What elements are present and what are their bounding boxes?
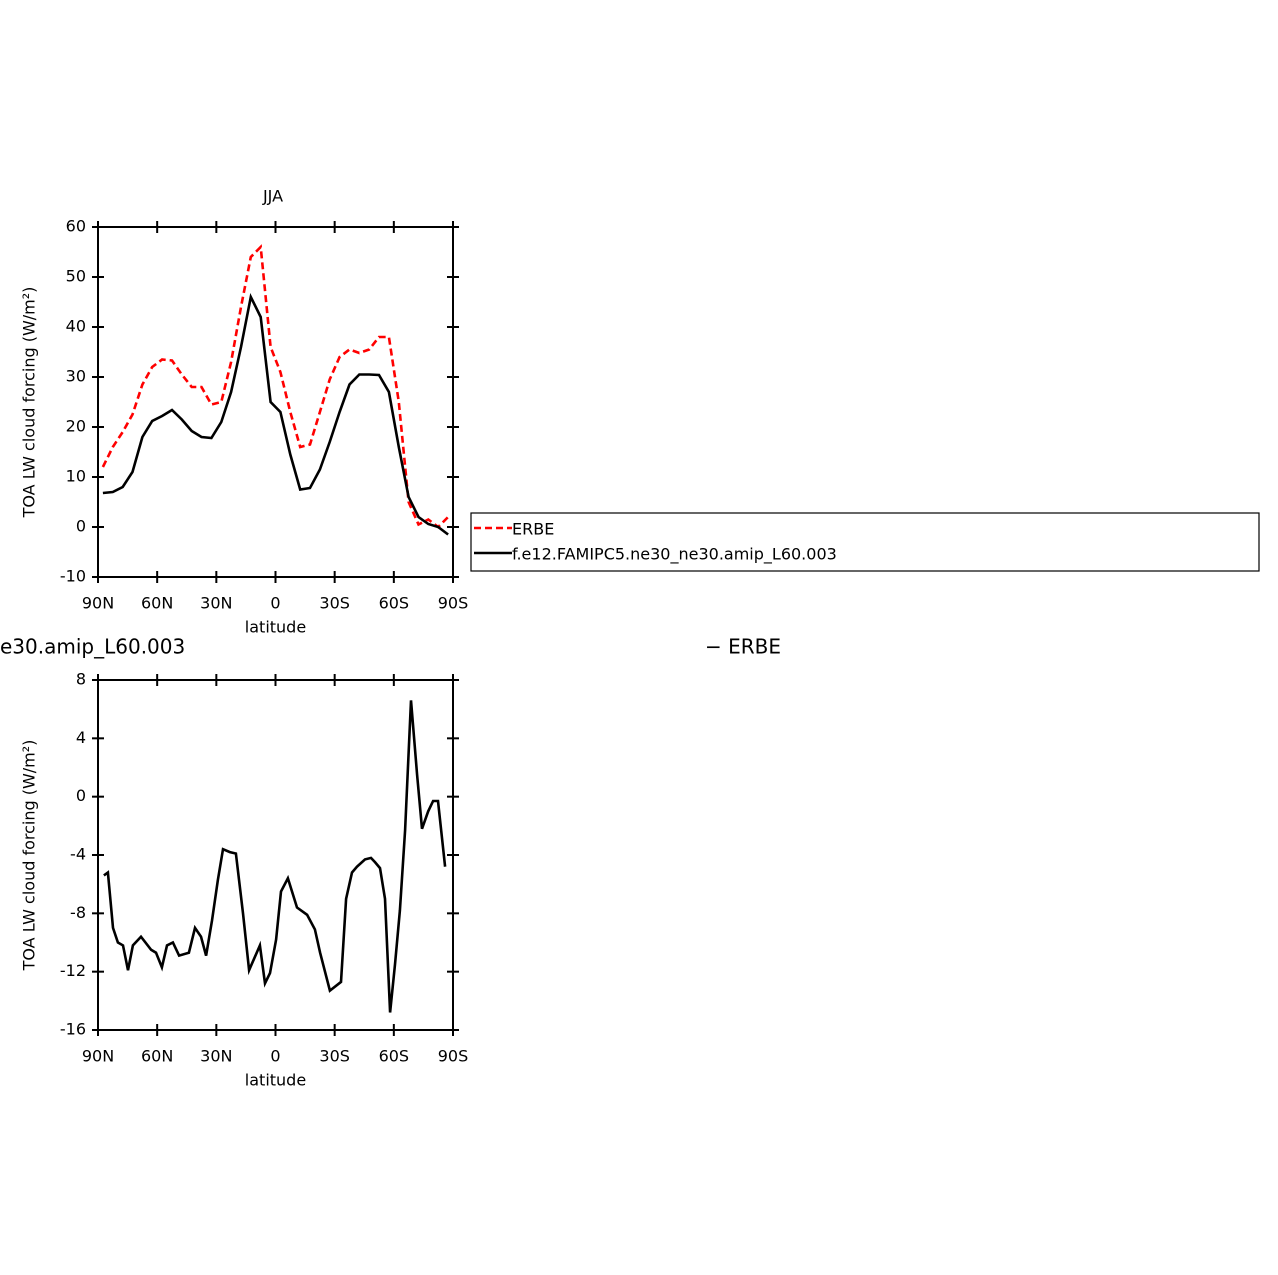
x-tick-label: 0 [270, 594, 280, 613]
legend-label: f.e12.FAMIPC5.ne30_ne30.amip_L60.003 [512, 545, 837, 565]
x-tick-label: 90N [82, 1047, 114, 1066]
x-axis-label: latitude [245, 618, 306, 637]
x-tick-label: 30N [200, 594, 232, 613]
legend-box [470, 512, 1260, 572]
y-tick-label: 30 [66, 367, 86, 386]
x-tick-label: 60S [379, 1047, 410, 1066]
y-tick-label: 20 [66, 417, 86, 436]
y-tick-label: 4 [76, 728, 86, 747]
legend-label: ERBE [512, 520, 554, 539]
y-axis-label: TOA LW cloud forcing (W/m²) [20, 287, 39, 519]
x-axis-label: latitude [245, 1071, 306, 1090]
x-tick-label: 0 [270, 1047, 280, 1066]
y-tick-label: -10 [60, 567, 86, 586]
y-tick-label: -4 [70, 845, 86, 864]
plot-frame [97, 679, 454, 1031]
chart-title-right: − ERBE [705, 635, 781, 659]
y-tick-label: -16 [60, 1020, 86, 1039]
chart-title: JJA [262, 187, 283, 206]
y-tick-label: 60 [66, 217, 86, 236]
data-line [102, 292, 449, 536]
y-axis-label: TOA LW cloud forcing (W/m²) [20, 740, 39, 972]
chart-title-left: e30.amip_L60.003 [0, 635, 185, 659]
x-tick-label: 90N [82, 594, 114, 613]
y-tick-label: 50 [66, 267, 86, 286]
x-tick-label: 30S [319, 1047, 350, 1066]
data-line [103, 700, 447, 1013]
x-tick-label: 60N [141, 1047, 173, 1066]
y-tick-label: 0 [76, 517, 86, 536]
y-tick-label: -8 [70, 903, 86, 922]
y-tick-label: 40 [66, 317, 86, 336]
plot-frame [97, 226, 454, 578]
data-line [101, 244, 450, 529]
x-tick-label: 60N [141, 594, 173, 613]
x-tick-label: 30N [200, 1047, 232, 1066]
x-tick-label: 30S [319, 594, 350, 613]
x-tick-label: 90S [438, 594, 469, 613]
y-tick-label: -12 [60, 961, 86, 980]
y-tick-label: 10 [66, 467, 86, 486]
x-tick-label: 90S [438, 1047, 469, 1066]
x-tick-label: 60S [379, 594, 410, 613]
y-tick-label: 8 [76, 670, 86, 689]
y-tick-label: 0 [76, 786, 86, 805]
